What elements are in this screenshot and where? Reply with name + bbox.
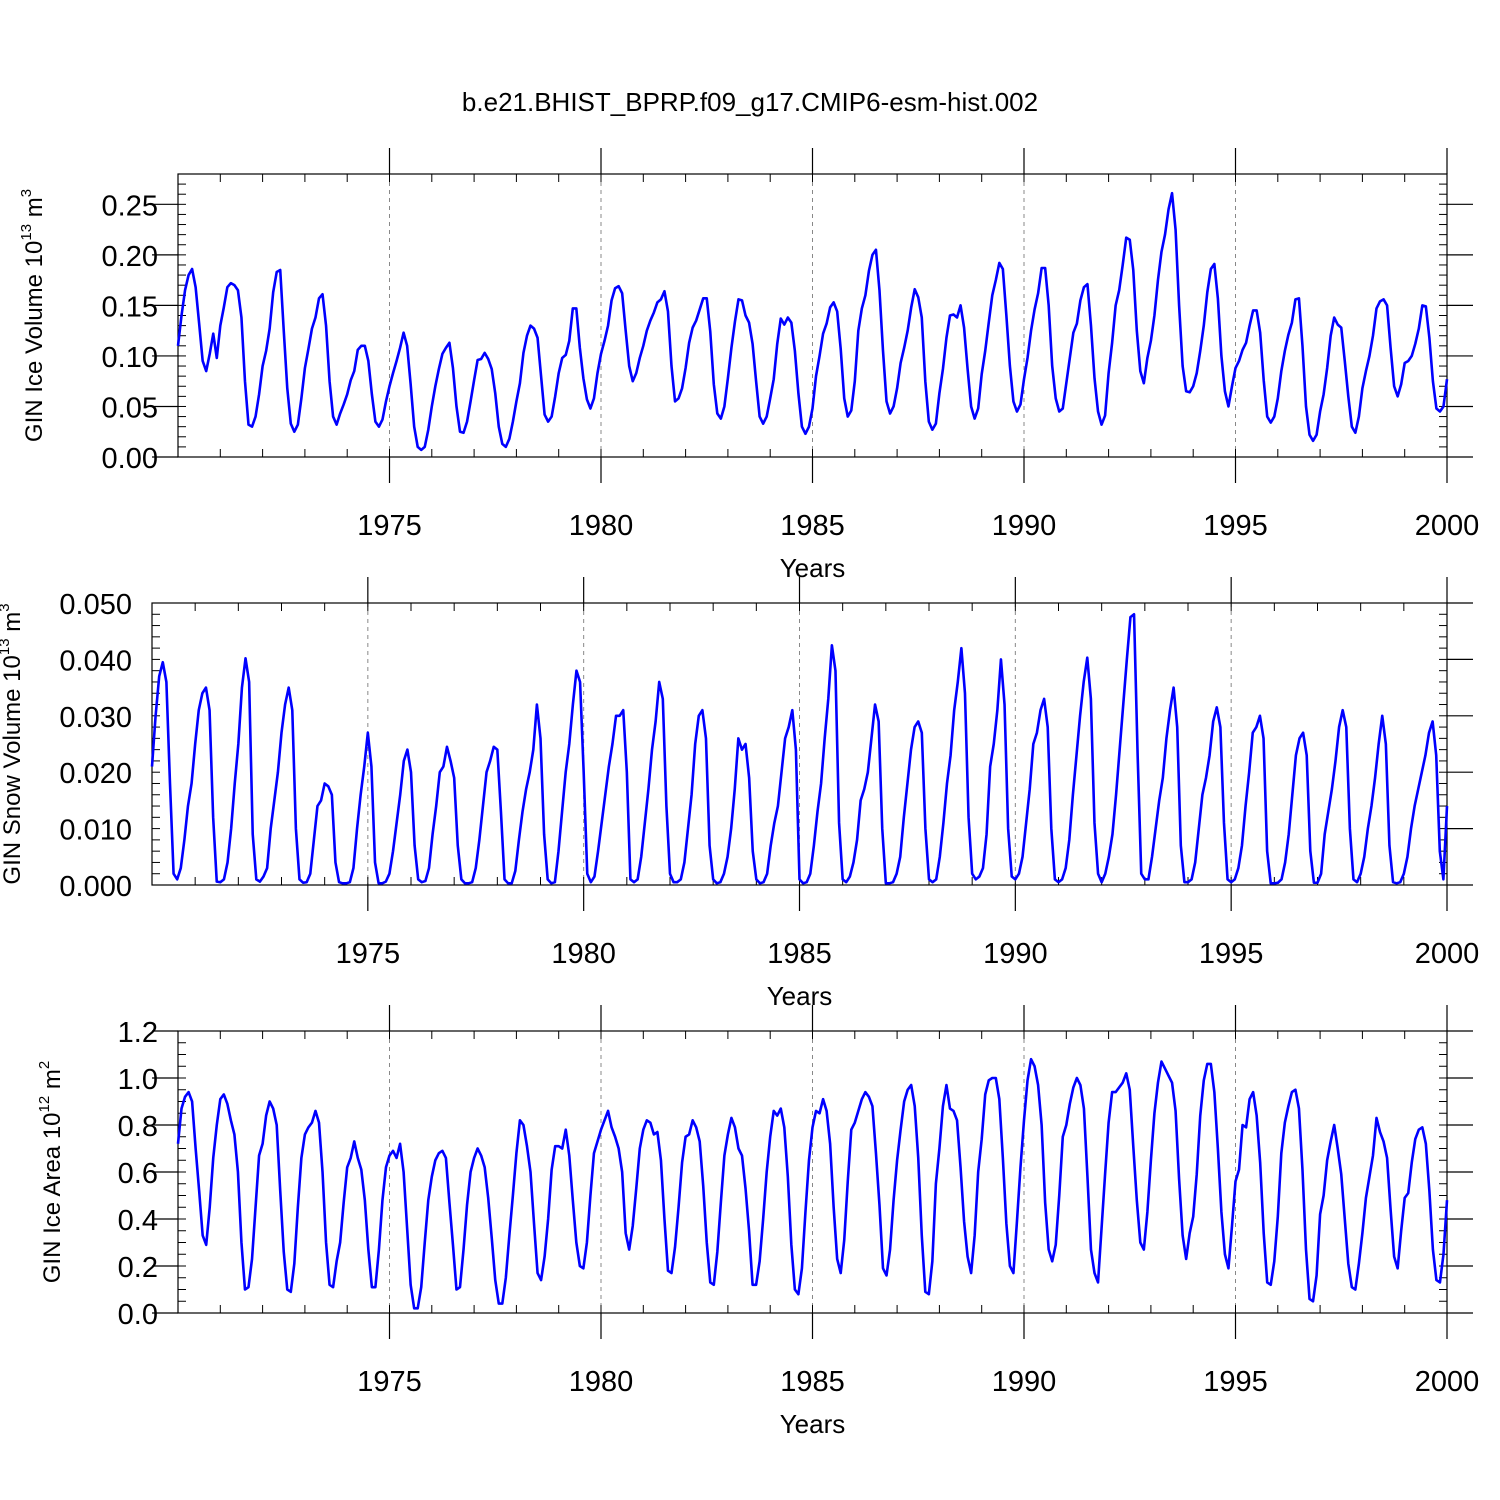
panel-ice-area-ylabel: GIN Ice Area 1012 m2 — [36, 1061, 66, 1283]
panel-ice-volume-ylabel-unit-exp: 3 — [18, 189, 35, 197]
panel-ice-area-xtick-label: 2000 — [1415, 1366, 1480, 1398]
panel-ice-area-ytick-label: 1.2 — [118, 1017, 158, 1049]
panel-snow-volume-ylabel: GIN Snow Volume 1013 m3 — [0, 603, 26, 884]
panel-ice-area-ytick-label: 0.4 — [118, 1205, 158, 1237]
panel-ice-area-ytick-label: 1.0 — [118, 1064, 158, 1096]
panel-ice-area-series-line — [176, 1057, 1449, 1310]
panel-ice-area-xlabel: Years — [780, 1409, 846, 1439]
panel-ice-volume-ytick-label: 0.10 — [102, 342, 158, 374]
panel-ice-area-xtick-label: 1985 — [780, 1366, 845, 1398]
panel-ice-area-xtick-label: 1995 — [1203, 1366, 1268, 1398]
panel-ice-area-xtick-label: 1975 — [357, 1366, 422, 1398]
panel-ice-volume-xtick-label: 1990 — [992, 510, 1057, 542]
panel-ice-area-ylabel-unit: m — [39, 1069, 66, 1096]
panel-snow-volume-ytick-label: 0.010 — [59, 815, 132, 847]
panel-ice-volume-ytick-label: 0.25 — [102, 190, 158, 222]
panel-snow-volume-ytick-label: 0.040 — [59, 645, 132, 677]
panel-ice-volume-series-line — [176, 191, 1449, 452]
panel-ice-volume-xtick-label: 1995 — [1203, 510, 1268, 542]
panel-ice-volume-xtick-label: 2000 — [1415, 510, 1480, 542]
panel-snow-volume-xtick-label: 1985 — [767, 938, 832, 970]
panel-ice-area-xtick-label: 1980 — [569, 1366, 634, 1398]
panel-snow-volume-xtick-label: 1995 — [1199, 938, 1264, 970]
panel-ice-volume-ylabel: GIN Ice Volume 1013 m3 — [18, 189, 48, 442]
panel-snow-volume-ytick-label: 0.000 — [59, 871, 132, 903]
panel-ice-area-ylabel-exp: 12 — [36, 1096, 53, 1113]
panel-ice-volume: 0.00 0.05 0.10 0.15 0.20 0.25 1975 1980 1985 1990… — [18, 148, 1479, 583]
panel-ice-volume-xtick-label: 1985 — [780, 510, 845, 542]
panel-ice-area-ytick-label: 0.8 — [118, 1111, 158, 1143]
panel-ice-volume-ylabel-unit: m — [21, 197, 48, 224]
panel-ice-volume-xtick-label: 1975 — [357, 510, 422, 542]
panel-snow-volume-ylabel-exp: 13 — [0, 638, 13, 655]
panel-ice-area-ytick-label: 0.0 — [118, 1299, 158, 1331]
panel-snow-volume-ylabel-unit: m — [0, 612, 26, 639]
panel-ice-area-ytick-label: 0.6 — [118, 1158, 158, 1190]
panel-snow-volume-xlabel: Years — [767, 981, 833, 1011]
panel-snow-volume-ylabel-text: GIN Snow Volume 10 — [0, 655, 26, 884]
panel-snow-volume-ytick-label: 0.050 — [59, 589, 132, 621]
chart-title: b.e21.BHIST_BPRP.f09_g17.CMIP6-esm-hist.… — [462, 87, 1038, 117]
panel-snow-volume-xtick-label: 1990 — [983, 938, 1048, 970]
panel-ice-area-ylabel-unit-exp: 2 — [36, 1061, 53, 1069]
panel-ice-area-ytick-label: 0.2 — [118, 1252, 158, 1284]
panel-snow-volume-xtick-label: 2000 — [1415, 938, 1480, 970]
panel-ice-area-xtick-label: 1990 — [992, 1366, 1057, 1398]
panel-ice-volume-ytick-label: 0.05 — [102, 392, 158, 424]
panel-snow-volume-xtick-label: 1975 — [336, 938, 401, 970]
panel-ice-volume-xtick-label: 1980 — [569, 510, 634, 542]
panel-ice-volume-ytick-label: 0.15 — [102, 291, 158, 323]
panel-ice-area-ylabel-text: GIN Ice Area 10 — [39, 1112, 66, 1283]
panel-snow-volume-series-line — [150, 612, 1449, 885]
panel-ice-volume-ylabel-exp: 13 — [18, 224, 35, 241]
panel-snow-volume-ylabel-unit-exp: 3 — [0, 603, 13, 611]
panel-snow-volume-ytick-label: 0.020 — [59, 758, 132, 790]
panel-ice-volume-ytick-label: 0.00 — [102, 443, 158, 475]
panel-snow-volume-ytick-label: 0.030 — [59, 702, 132, 734]
panel-ice-area: 0.0 0.2 0.4 0.6 0.8 1.0 1.2 1975 1980 1985 1990 199… — [36, 1005, 1479, 1439]
panel-ice-volume-xlabel: Years — [780, 553, 846, 583]
panel-snow-volume: 0.000 0.010 0.020 0.030 0.040 0.050 1975 1980 19… — [0, 577, 1479, 1011]
panel-ice-volume-ytick-label: 0.20 — [102, 241, 158, 273]
panel-snow-volume-xtick-label: 1980 — [551, 938, 616, 970]
panel-ice-volume-ylabel-text: GIN Ice Volume 10 — [21, 241, 48, 442]
